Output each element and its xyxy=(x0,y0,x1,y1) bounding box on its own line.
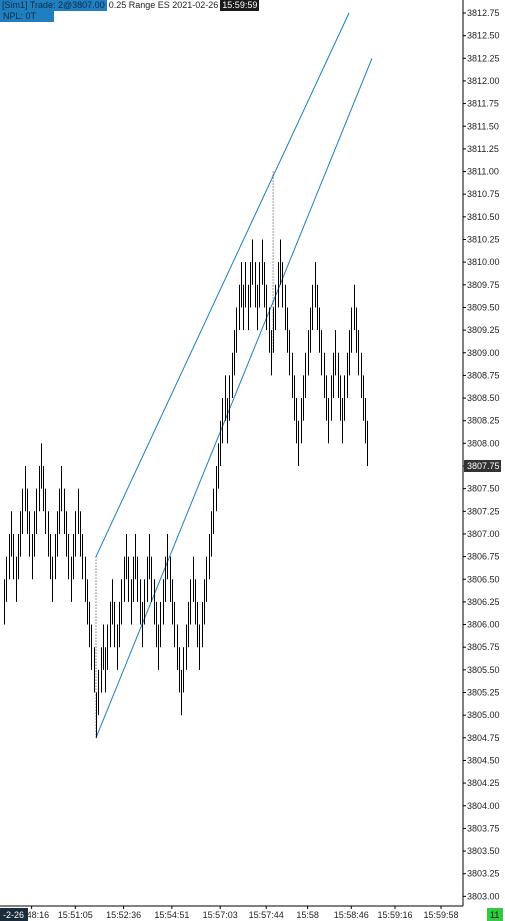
y-tick-label: 3808.25 xyxy=(467,416,500,426)
instrument-label: 0.25 Range ES 2021-02-26 xyxy=(108,0,219,10)
x-tick-label: 15:52:36 xyxy=(106,910,141,920)
y-tick-label: 3804.00 xyxy=(467,801,500,811)
y-tick-label: 3805.00 xyxy=(467,710,500,720)
y-tick-label: 3803.25 xyxy=(467,869,500,879)
y-tick-label: 3804.75 xyxy=(467,733,500,743)
x-tick-label: 15:59:58 xyxy=(423,910,458,920)
time-label: 15:59:59 xyxy=(220,0,260,11)
y-tick-label: 3803.50 xyxy=(467,846,500,856)
y-tick-label: 3807.00 xyxy=(467,529,500,539)
y-tick-label: 3809.75 xyxy=(467,280,500,290)
x-tick-label: 15:58 xyxy=(296,910,319,920)
y-tick-label: 3803.75 xyxy=(467,823,500,833)
x-tick-label: 15:54:51 xyxy=(154,910,189,920)
y-tick-label: 3811.00 xyxy=(467,167,499,177)
y-axis: 3803.00 3803.25 3803.50 3803.75 3804.00 3804.… xyxy=(462,0,500,906)
y-tick-label: 3810.50 xyxy=(467,212,500,222)
y-tick-label: 3810.00 xyxy=(467,257,500,267)
y-tick-label: 3807.50 xyxy=(467,484,500,494)
y-tick-label: 3804.50 xyxy=(467,755,500,765)
channel-lower-line[interactable] xyxy=(95,58,373,738)
y-tick-label: 3812.50 xyxy=(467,31,500,41)
x-tick-label: 15:48:16 xyxy=(14,910,49,920)
y-tick-label: 3811.50 xyxy=(467,121,499,131)
y-tick-label: 3805.75 xyxy=(467,642,500,652)
x-tick-label: 15:59:16 xyxy=(377,910,412,920)
corner-tag-label: 11 xyxy=(490,910,499,920)
axis-tags: 3807.75 -2-26 11 xyxy=(0,460,503,921)
y-tick-label: 3812.00 xyxy=(467,76,500,86)
y-tick-label: 3809.50 xyxy=(467,302,500,312)
y-tick-label: 3809.00 xyxy=(467,348,500,358)
y-tick-label: 3803.00 xyxy=(467,891,500,901)
corner-tag xyxy=(487,908,503,921)
y-tick-label: 3812.75 xyxy=(467,8,500,18)
x-tick-label: 15:57:44 xyxy=(249,910,284,920)
chart-header: [Sim1] Trade: 2@3807.00 0.25 Range ES 20… xyxy=(0,0,260,11)
y-tick-label: 3806.50 xyxy=(467,574,500,584)
y-tick-label: 3806.75 xyxy=(467,552,500,562)
date-tag-label: -2-26 xyxy=(3,910,24,920)
y-tick-label: 3808.75 xyxy=(467,370,500,380)
account-trade-label: [Sim1] Trade: 2@3807.00 xyxy=(0,0,107,11)
date-tag xyxy=(0,908,28,921)
price-bars xyxy=(4,239,368,738)
current-price-label: 3807.75 xyxy=(467,461,500,471)
x-tick-label: 15:58:46 xyxy=(334,910,369,920)
x-axis: 15:48:16 15:51:05 15:52:36 15:54:51 15:57:03… xyxy=(0,905,463,920)
x-tick-label: 15:57:03 xyxy=(203,910,238,920)
y-tick-label: 3805.25 xyxy=(467,688,500,698)
y-tick-label: 3809.25 xyxy=(467,325,500,335)
channel-upper-line[interactable] xyxy=(95,12,350,557)
current-price-tag xyxy=(464,460,501,472)
y-tick-label: 3808.50 xyxy=(467,393,500,403)
y-tick-label: 3812.25 xyxy=(467,53,500,63)
y-tick-label: 3811.75 xyxy=(467,99,499,109)
y-tick-label: 3805.50 xyxy=(467,665,500,675)
y-tick-label: 3806.25 xyxy=(467,597,500,607)
y-tick-label: 3807.25 xyxy=(467,506,500,516)
y-tick-label: 3810.25 xyxy=(467,235,500,245)
y-tick-label: 3806.00 xyxy=(467,620,500,630)
y-tick-label: 3811.25 xyxy=(467,144,499,154)
y-tick-label: 3808.00 xyxy=(467,438,500,448)
x-tick-label: 15:51:05 xyxy=(58,910,93,920)
y-tick-label: 3810.75 xyxy=(467,189,500,199)
y-tick-label: 3804.25 xyxy=(467,778,500,788)
pnl-label: NPL: 0T xyxy=(0,11,55,22)
